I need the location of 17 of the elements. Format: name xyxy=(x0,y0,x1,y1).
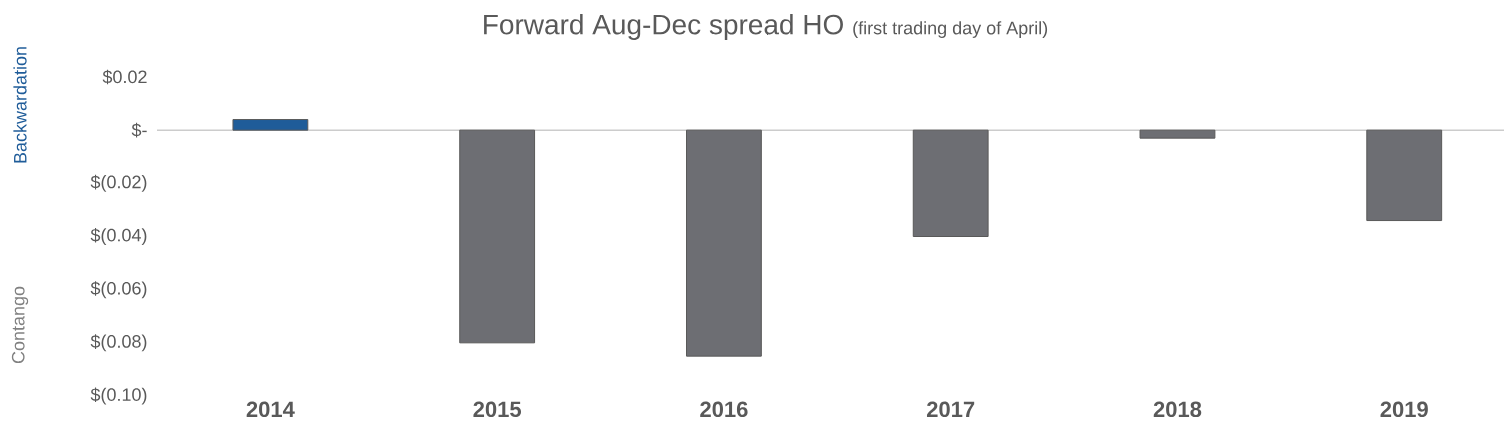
x-tick-label: 2018 xyxy=(1153,401,1202,418)
x-tick-label: 2015 xyxy=(473,401,521,418)
chart-subtitle: (first trading day of April) xyxy=(853,21,1048,38)
x-tick-label: 2014 xyxy=(246,401,295,418)
text: Contango xyxy=(11,286,29,364)
y-tick-label: $(0.04) xyxy=(90,227,147,246)
y-tick-label: $(0.10) xyxy=(90,387,147,405)
x-tick-label: 2017 xyxy=(926,401,975,418)
x-tick-label: 2019 xyxy=(1380,401,1428,418)
y-tick-label: $(0.08) xyxy=(90,334,147,352)
chart-title: Forward Aug-Dec spread HO xyxy=(484,13,843,41)
y-tick-label: $- xyxy=(131,122,147,138)
y-tick-label: $(0.02) xyxy=(90,174,147,192)
x-tick-label: 2016 xyxy=(700,401,748,418)
y-tick-label: $0.02 xyxy=(102,69,147,85)
text: Backwardation xyxy=(13,47,27,163)
y-tick-label: $(0.06) xyxy=(90,281,147,299)
